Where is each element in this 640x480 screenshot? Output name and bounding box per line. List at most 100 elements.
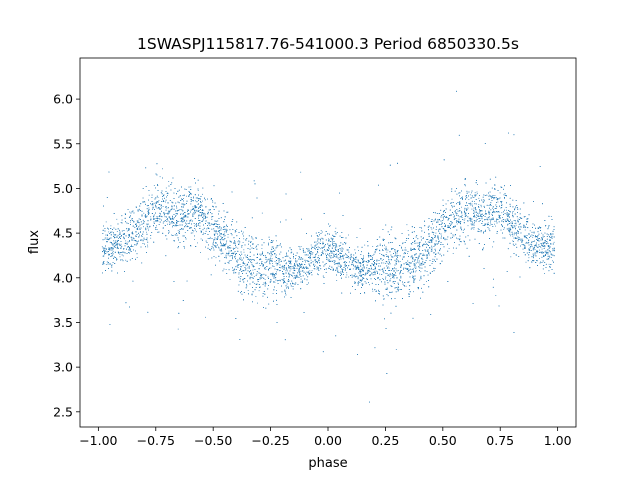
- data-point: [419, 279, 421, 281]
- data-point: [489, 218, 491, 220]
- data-point: [536, 260, 537, 261]
- data-point: [203, 232, 204, 234]
- data-point: [195, 229, 196, 231]
- data-point: [369, 284, 370, 286]
- data-point: [386, 256, 387, 257]
- data-point: [521, 244, 523, 245]
- data-point: [167, 202, 169, 203]
- data-point: [148, 223, 149, 225]
- data-point: [283, 281, 285, 283]
- data-point: [503, 229, 505, 230]
- data-point: [471, 218, 473, 220]
- data-point: [255, 263, 257, 264]
- data-point: [376, 246, 377, 247]
- data-point: [238, 273, 240, 275]
- data-point: [386, 251, 388, 253]
- data-point: [358, 272, 359, 274]
- data-point: [181, 229, 183, 230]
- data-point: [260, 254, 262, 256]
- data-point: [524, 229, 526, 231]
- data-point: [329, 225, 330, 227]
- data-point: [472, 224, 474, 226]
- data-point: [215, 257, 217, 259]
- data-point: [346, 272, 348, 274]
- data-point: [402, 243, 403, 245]
- data-point: [153, 214, 155, 216]
- data-point: [354, 249, 356, 251]
- data-point: [242, 231, 244, 233]
- data-point: [395, 349, 397, 350]
- data-point: [487, 222, 489, 224]
- data-point: [417, 257, 419, 259]
- data-point: [442, 214, 444, 215]
- data-point: [317, 257, 319, 259]
- data-point: [105, 221, 107, 223]
- data-point: [250, 258, 251, 260]
- data-point: [255, 246, 257, 248]
- data-point: [143, 212, 145, 214]
- data-point: [178, 221, 180, 222]
- data-point: [114, 242, 116, 244]
- data-point: [482, 213, 483, 215]
- data-point: [195, 206, 196, 208]
- data-point: [301, 268, 303, 269]
- data-point: [517, 236, 519, 238]
- data-point: [106, 251, 108, 253]
- data-point: [144, 201, 146, 203]
- data-point: [369, 275, 371, 277]
- data-point: [242, 242, 244, 243]
- data-point: [109, 248, 111, 250]
- data-point: [486, 223, 488, 225]
- data-point: [433, 233, 434, 235]
- data-point: [119, 256, 121, 258]
- data-point: [303, 249, 304, 251]
- data-point: [495, 225, 496, 227]
- data-point: [148, 207, 150, 209]
- data-point: [129, 241, 130, 242]
- data-point: [471, 203, 473, 205]
- data-point: [237, 241, 239, 243]
- data-point: [474, 192, 476, 194]
- data-point: [313, 268, 315, 269]
- data-point: [385, 263, 386, 264]
- data-point: [396, 288, 398, 290]
- data-point: [357, 285, 359, 286]
- data-point: [534, 249, 536, 250]
- data-point: [405, 240, 407, 241]
- data-point: [314, 255, 316, 257]
- data-point: [399, 273, 400, 275]
- data-point: [113, 240, 114, 242]
- data-point: [473, 228, 475, 230]
- data-point: [329, 244, 331, 246]
- data-point: [257, 302, 258, 304]
- data-point: [456, 223, 458, 225]
- data-point: [108, 248, 110, 250]
- data-point: [467, 225, 469, 227]
- data-point: [358, 268, 360, 270]
- data-point: [320, 240, 321, 242]
- data-point: [276, 240, 277, 242]
- data-point: [145, 227, 147, 229]
- data-point: [162, 206, 164, 207]
- data-point: [438, 238, 439, 240]
- data-point: [463, 219, 465, 221]
- data-point: [316, 268, 318, 270]
- data-point: [375, 273, 376, 275]
- data-point: [185, 225, 186, 226]
- data-point: [430, 239, 432, 241]
- data-point: [145, 229, 147, 231]
- data-point: [353, 260, 355, 262]
- data-point: [183, 198, 184, 199]
- data-point: [354, 266, 356, 268]
- data-point: [120, 222, 122, 223]
- data-point: [121, 259, 123, 260]
- data-point: [287, 270, 288, 272]
- data-point: [388, 267, 390, 269]
- data-point: [227, 229, 228, 231]
- data-point: [551, 236, 553, 238]
- data-point: [119, 231, 121, 233]
- data-point: [360, 275, 361, 276]
- data-point: [237, 247, 239, 249]
- data-point: [413, 291, 414, 293]
- data-point: [476, 191, 478, 193]
